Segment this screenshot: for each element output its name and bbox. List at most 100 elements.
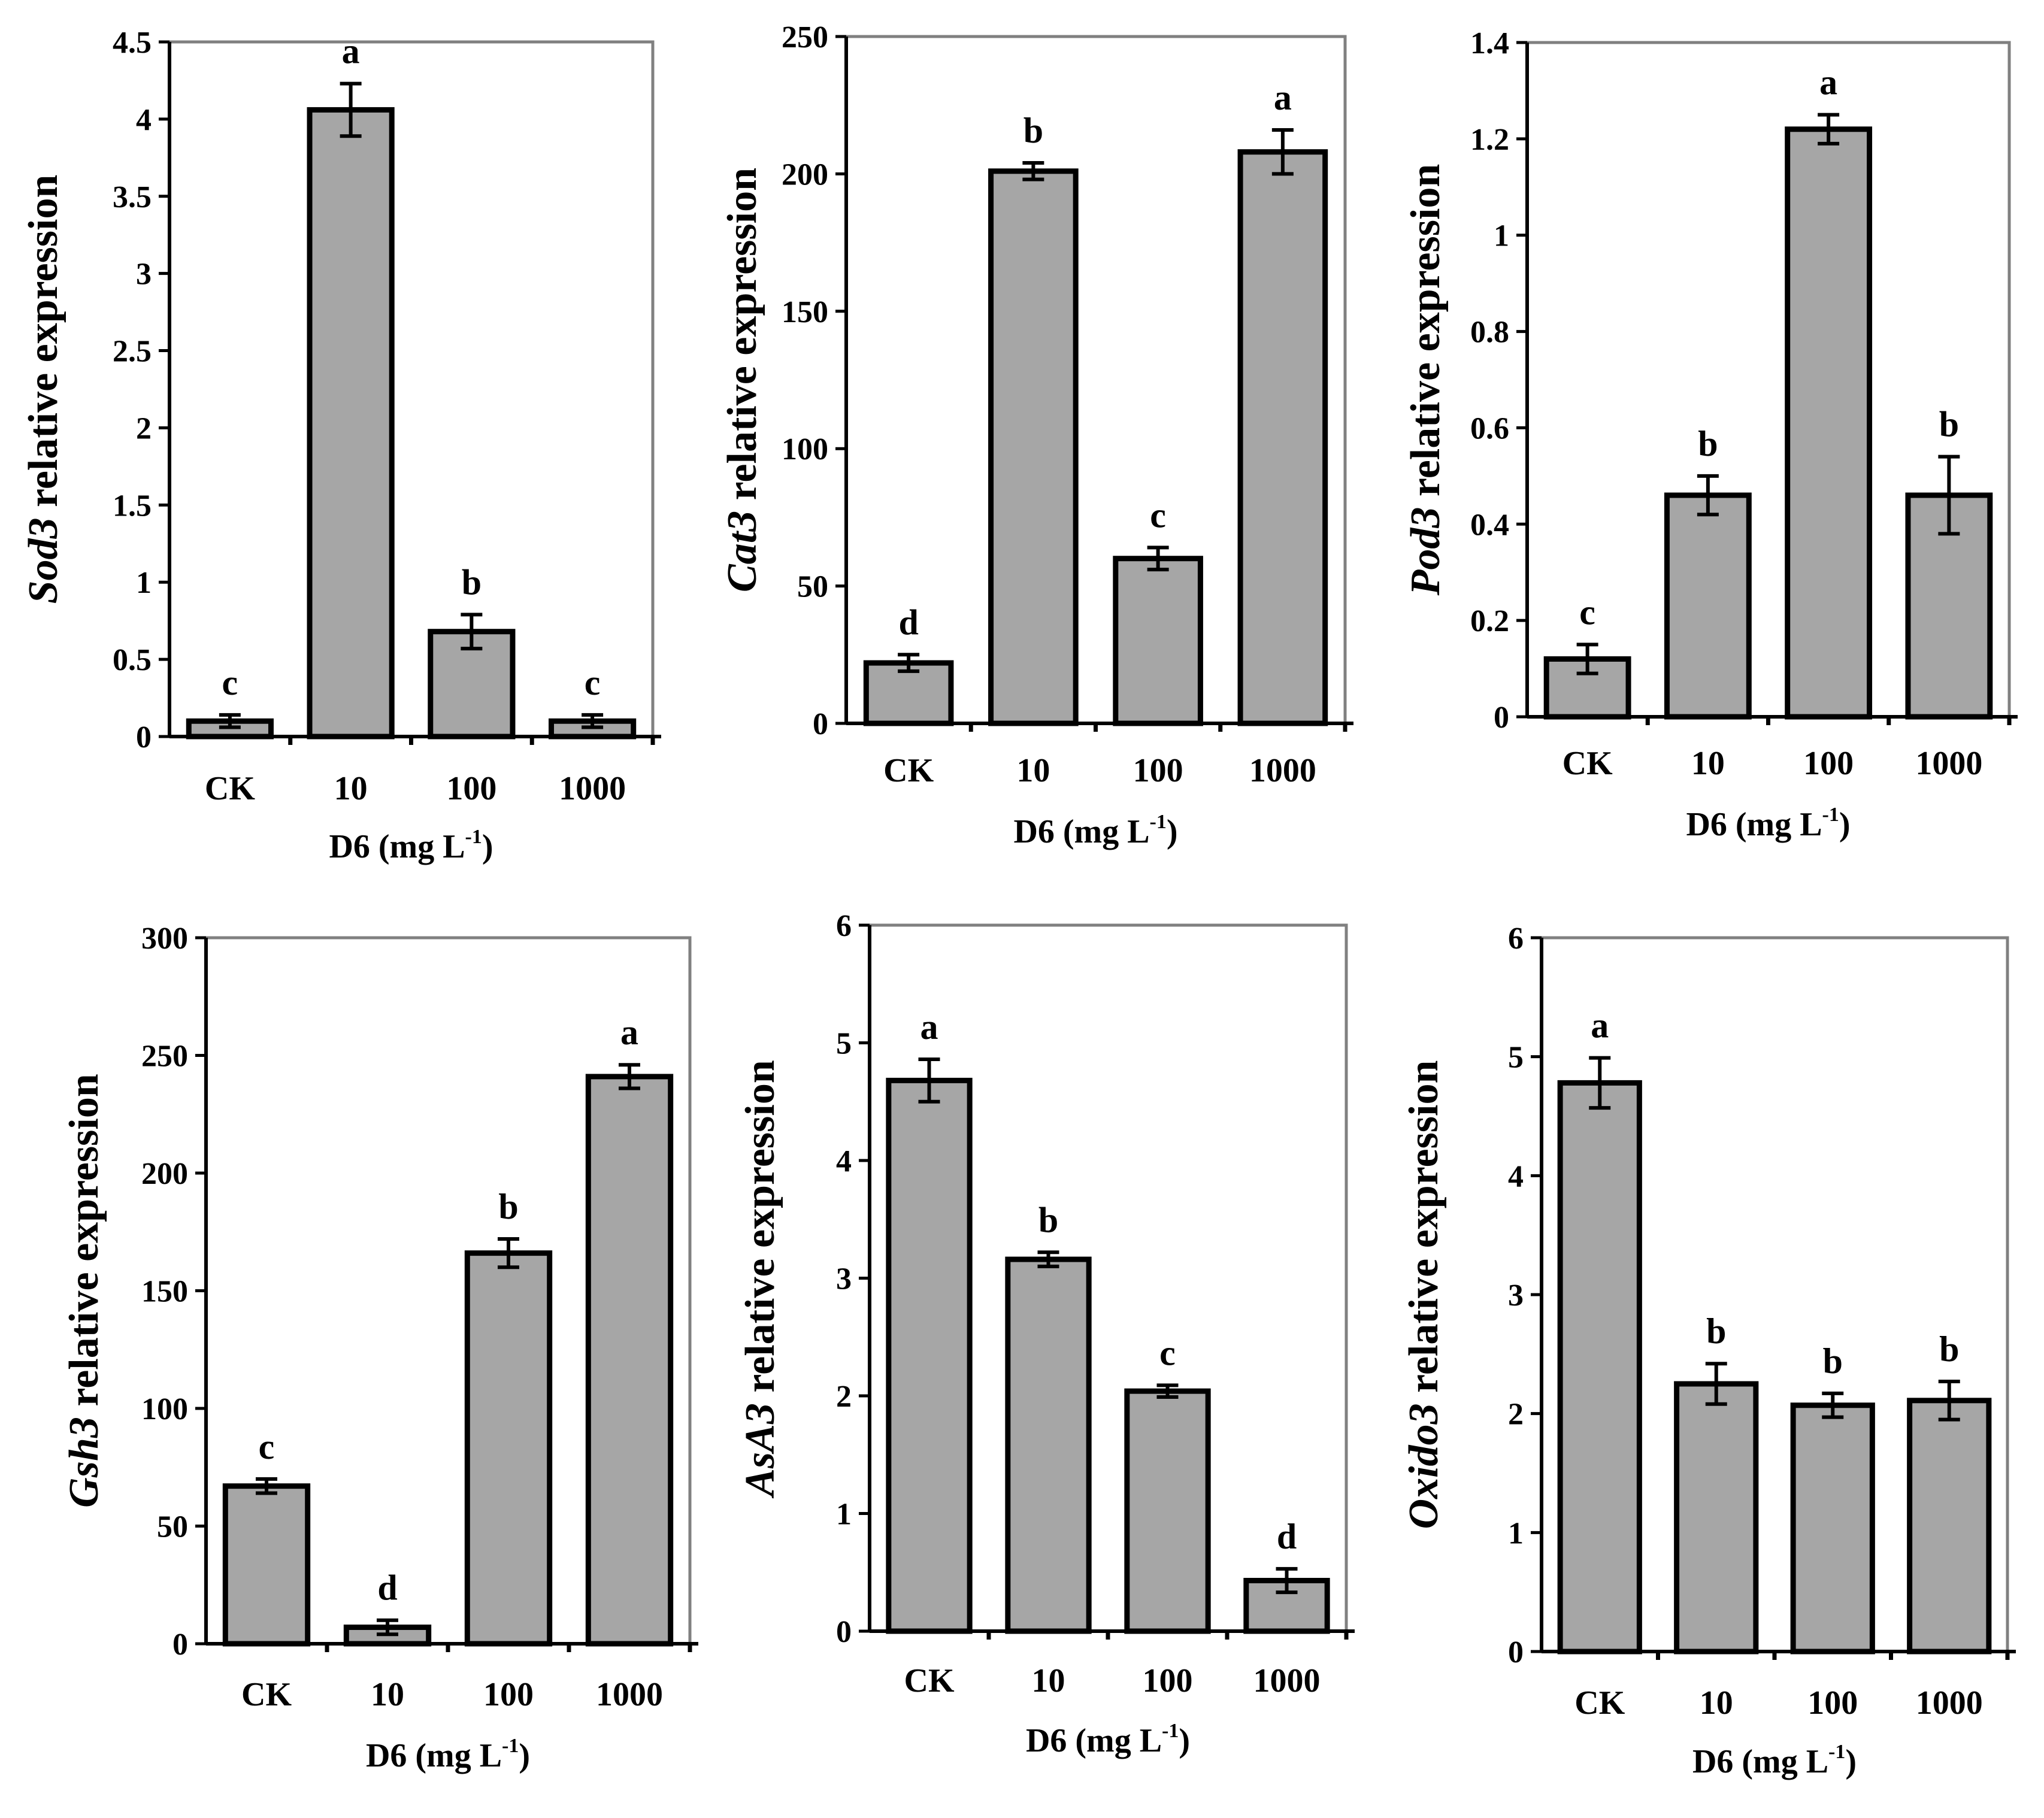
- x-category-label: 10: [1691, 745, 1725, 782]
- bar-100: [1113, 556, 1203, 726]
- y-tick-label: 300: [141, 922, 188, 956]
- y-tick-label: 150: [782, 295, 828, 329]
- plot-frame: [1527, 41, 2011, 717]
- y-tick-label: 200: [141, 1157, 188, 1191]
- x-axis-label: D6 (mg L-1): [366, 1735, 530, 1774]
- y-tick-label: 200: [782, 157, 828, 192]
- significance-letter: b: [1823, 1341, 1843, 1381]
- y-tick-label: 1.5: [113, 489, 152, 523]
- y-axis-label-gene: Oxido3: [1401, 1403, 1447, 1529]
- chart-panel-1: 0 0.5 1 1.5 2 2.5 3 3.5 4 4.5 c CK a 10 b 100 c 1000 D6 (m…: [20, 26, 661, 865]
- y-tick-label: 0: [136, 720, 152, 755]
- significance-letter: b: [1698, 424, 1718, 463]
- y-tick-label: 250: [141, 1040, 188, 1074]
- bar-CK: [886, 1077, 973, 1634]
- x-axis-label-end: ): [1839, 806, 1851, 843]
- y-tick-label: 2: [1508, 1398, 1524, 1432]
- x-category-label: 100: [1133, 752, 1183, 789]
- significance-letter: b: [462, 562, 482, 602]
- x-category-label: 10: [1016, 752, 1050, 789]
- y-axis-label: Sod3 relative expression: [20, 175, 66, 604]
- y-tick-label: 6: [836, 909, 852, 943]
- y-axis-label-gene: AsA3: [737, 1403, 783, 1499]
- x-axis-label-end: ): [1845, 1743, 1857, 1780]
- y-axis-label-rest: relative expression: [737, 1060, 783, 1403]
- y-tick-label: 150: [141, 1275, 188, 1309]
- y-tick-label: 6: [1508, 922, 1524, 956]
- y-tick-label: 2.5: [113, 335, 152, 369]
- x-category-label: 100: [446, 770, 496, 807]
- bar-100: [464, 1250, 553, 1647]
- y-axis-label: Gsh3 relative expression: [61, 1074, 107, 1508]
- y-tick-label: 250: [782, 20, 828, 54]
- plot-frame: [169, 40, 655, 737]
- x-axis-label: D6 (mg L-1): [1692, 1741, 1857, 1780]
- x-category-label: CK: [883, 752, 934, 789]
- bar-1000: [1907, 1398, 1992, 1655]
- x-category-label: 100: [1807, 1684, 1858, 1722]
- y-tick-label: 100: [782, 432, 828, 466]
- x-axis-label: D6 (mg L-1): [1026, 1720, 1190, 1759]
- bar-100: [1785, 126, 1873, 720]
- chart-panel-4: 0 50 100 150 200 250 300 c CK d 10 b 100 a 1000 D6 (mg …: [61, 922, 698, 1774]
- y-tick-label: 3: [1508, 1278, 1524, 1313]
- significance-letter: a: [1274, 78, 1292, 117]
- y-tick-label: 5: [836, 1027, 852, 1061]
- y-tick-label: 1: [1494, 219, 1509, 253]
- y-axis-label-gene: Cat3: [719, 511, 765, 592]
- significance-letter: b: [1706, 1311, 1726, 1351]
- bar-100: [1790, 1402, 1875, 1655]
- y-axis-label-rest: relative expression: [1401, 1060, 1447, 1404]
- y-tick-label: 4.5: [113, 26, 152, 60]
- significance-letter: c: [1579, 592, 1595, 632]
- y-axis-label-rest: relative expression: [1403, 164, 1449, 507]
- x-axis-label-superscript: -1: [1162, 1720, 1179, 1742]
- y-tick-label: 1.4: [1470, 26, 1509, 60]
- significance-letter: c: [1150, 495, 1166, 535]
- significance-letter: b: [1939, 405, 1959, 444]
- significance-letter: b: [1939, 1329, 1959, 1369]
- significance-letter: d: [898, 602, 918, 642]
- plot-frame: [1542, 936, 2009, 1652]
- significance-letter: d: [377, 1568, 397, 1608]
- y-tick-label: 1: [136, 566, 152, 600]
- y-axis-label-gene: Sod3: [20, 517, 66, 604]
- x-category-label: 1000: [1915, 745, 1982, 782]
- x-axis-label-main: D6 (mg L: [329, 828, 465, 865]
- chart-panel-5: 0 1 2 3 4 5 6 a CK b 10 c 100 d 1000 D6 (mg L-1) AsA3 re…: [737, 909, 1355, 1759]
- significance-letter: c: [259, 1427, 275, 1466]
- chart-panel-2: 0 50 100 150 200 250 d CK b 10 c 100 a 1000 D6 (mg L-1…: [719, 20, 1353, 850]
- x-axis-label-superscript: -1: [1828, 1741, 1845, 1763]
- plot-frame: [870, 923, 1348, 1631]
- bar-10: [1664, 492, 1752, 720]
- bar-10: [307, 107, 395, 740]
- chart-panel-6: 0 1 2 3 4 5 6 a CK b 10 b 100 b 1000 D6 (mg L-1) Oxido3 …: [1401, 922, 2016, 1780]
- significance-letter: b: [1038, 1200, 1058, 1240]
- x-category-label: 10: [334, 770, 368, 807]
- x-category-label: 100: [1803, 745, 1854, 782]
- x-axis-label-superscript: -1: [1150, 811, 1167, 833]
- y-axis-label-rest: relative expression: [20, 175, 66, 518]
- y-axis-label: AsA3 relative expression: [737, 1060, 783, 1499]
- x-category-label: 100: [1143, 1662, 1193, 1699]
- x-axis-label-main: D6 (mg L: [1013, 813, 1149, 850]
- y-tick-label: 0.4: [1470, 508, 1509, 542]
- y-tick-label: 0.2: [1470, 604, 1509, 638]
- significance-letter: a: [620, 1013, 638, 1052]
- x-axis-label: D6 (mg L-1): [1013, 811, 1177, 850]
- x-axis-label-superscript: -1: [1822, 804, 1839, 826]
- x-axis-label-superscript: -1: [465, 826, 482, 848]
- x-category-label: CK: [904, 1662, 955, 1699]
- bar-CK: [1557, 1080, 1642, 1655]
- y-axis-label: Pod3 relative expression: [1403, 164, 1449, 596]
- y-axis-label-rest: relative expression: [61, 1074, 107, 1417]
- x-axis-label-main: D6 (mg L: [1026, 1722, 1162, 1759]
- x-axis-label-main: D6 (mg L: [1686, 806, 1822, 843]
- y-axis-label: Cat3 relative expression: [719, 168, 765, 592]
- significance-letter: a: [1591, 1006, 1609, 1046]
- bar-10: [1674, 1381, 1759, 1655]
- significance-letter: c: [585, 663, 601, 702]
- x-category-label: 10: [1700, 1684, 1733, 1722]
